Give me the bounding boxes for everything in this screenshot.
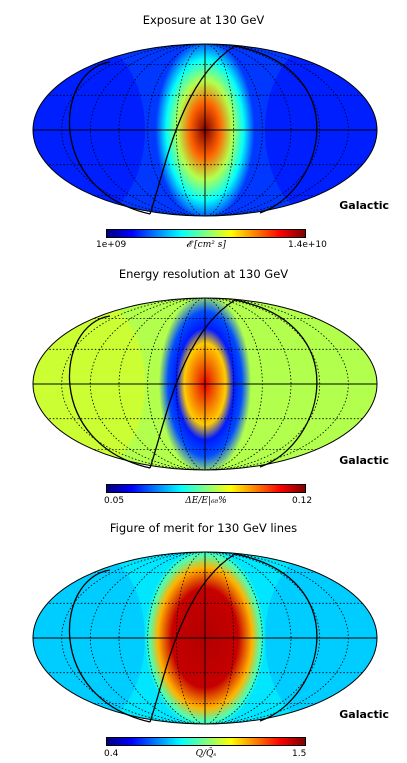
meridian-line [213,297,321,471]
figure-of-merit-title: Figure of merit for 130 GeV lines [109,521,298,535]
exposure-frame-label: Galactic [339,199,389,212]
figure-of-merit-colorbar-label: Q/Q̄ₛ [195,749,217,759]
energy-resolution-colorbar-max: 0.12 [292,496,313,506]
meridian-line [89,297,197,471]
figure-of-merit-colorbar-min: 0.4 [104,749,119,759]
exposure-title: Exposure at 130 GeV [142,13,265,27]
ecliptic-curve [68,45,318,215]
exposure-colorbar-label: 𝓔 [cm² s] [186,240,226,250]
meridian-line [213,43,321,217]
figure-of-merit-panel: Figure of merit for 130 GeV lines Galact… [0,508,407,762]
energy-resolution-colorbar-label: ΔE/E|₆₈% [185,496,227,506]
exposure-colorbar [106,229,306,238]
energy-resolution-colorbar-min: 0.05 [104,496,125,506]
figure-of-merit-frame-label: Galactic [339,708,389,721]
figure-of-merit-colorbar [106,737,306,746]
meridian-line [89,43,197,217]
exposure-colorbar-max: 1.4e+10 [288,240,327,250]
figure-of-merit-colorbar-max: 1.5 [292,749,307,759]
energy-resolution-frame-label: Galactic [339,454,389,467]
energy-resolution-panel: Energy resolution at 130 GeV Galactic 0.… [0,254,407,508]
exposure-colorbar-min: 1e+09 [96,240,127,250]
exposure-skymap [32,43,378,217]
meridian-line [213,551,321,725]
energy-resolution-title: Energy resolution at 130 GeV [118,267,289,281]
figure-of-merit-skymap [32,551,378,725]
projection-outline [32,297,378,471]
projection-outline [32,551,378,725]
exposure-panel: Exposure at 130 GeV Galactic 1e+09 1.4e+… [0,0,407,254]
ecliptic-curve [68,299,318,469]
meridian-line [89,551,197,725]
ecliptic-curve [68,553,318,723]
projection-outline [32,43,378,217]
energy-resolution-colorbar [106,484,306,493]
energy-resolution-skymap [32,297,378,471]
